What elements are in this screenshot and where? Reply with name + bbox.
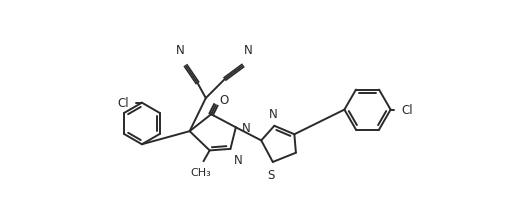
Text: N: N	[242, 121, 251, 134]
Text: Cl: Cl	[117, 97, 129, 110]
Text: N: N	[244, 44, 252, 57]
Text: O: O	[220, 94, 229, 107]
Text: S: S	[268, 168, 275, 181]
Text: Cl: Cl	[402, 104, 413, 117]
Text: N: N	[268, 108, 277, 121]
Text: N: N	[176, 44, 185, 57]
Text: CH₃: CH₃	[190, 167, 211, 177]
Text: N: N	[234, 154, 242, 167]
